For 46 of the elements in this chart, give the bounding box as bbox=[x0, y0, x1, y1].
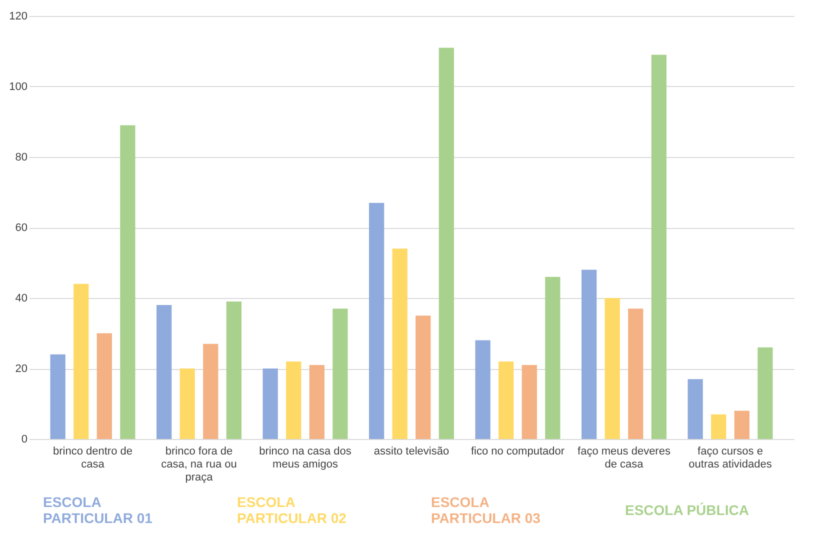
bar bbox=[498, 361, 514, 439]
bar bbox=[522, 364, 537, 439]
y-tick-label: 120 bbox=[9, 10, 28, 22]
bar bbox=[392, 248, 408, 439]
bar bbox=[545, 276, 560, 439]
bar bbox=[156, 305, 172, 439]
y-tick-label: 40 bbox=[15, 292, 28, 304]
bar bbox=[203, 344, 218, 439]
bar bbox=[758, 347, 773, 439]
bar bbox=[332, 308, 348, 439]
bar bbox=[120, 125, 136, 439]
bar bbox=[475, 340, 490, 439]
y-tick-label: 0 bbox=[21, 434, 28, 446]
bar bbox=[582, 270, 597, 439]
bar bbox=[688, 379, 703, 439]
y-tick-label: 80 bbox=[15, 152, 28, 164]
bar bbox=[369, 202, 384, 439]
x-tick-label: faço cursos e outras atividades bbox=[688, 446, 772, 470]
x-tick-label: fico no computador bbox=[470, 446, 565, 458]
x-tick-label: assito televisão bbox=[374, 446, 450, 458]
bar bbox=[262, 368, 278, 439]
bar bbox=[309, 364, 324, 439]
bar bbox=[711, 414, 726, 439]
x-tick-label: faço meus deveres de casa bbox=[578, 446, 671, 470]
bar bbox=[96, 333, 112, 439]
x-tick-label: brinco fora de casa, na rua ou praça bbox=[161, 446, 237, 484]
text: ESCOLA PÚBLICA bbox=[625, 502, 749, 518]
y-tick-label: 20 bbox=[15, 363, 28, 375]
bar bbox=[734, 410, 750, 439]
bar bbox=[226, 302, 242, 439]
bar bbox=[438, 48, 454, 439]
text: ESCOLA PARTICULAR 03 bbox=[431, 494, 541, 526]
y-tick-label: 100 bbox=[9, 81, 28, 93]
x-tick-label: brinco na casa dos meus amigos bbox=[259, 446, 352, 470]
text: ESCOLA PARTICULAR 01 bbox=[43, 494, 153, 526]
y-tick-label: 60 bbox=[15, 222, 28, 234]
bar bbox=[180, 368, 195, 439]
text: ESCOLA PARTICULAR 02 bbox=[237, 494, 347, 526]
bar bbox=[604, 298, 620, 439]
x-tick-label: brinco dentro de casa bbox=[53, 446, 132, 470]
bar bbox=[628, 308, 644, 439]
bar bbox=[74, 284, 89, 439]
bar bbox=[651, 54, 666, 439]
bar bbox=[286, 361, 302, 439]
bar bbox=[416, 316, 431, 439]
bar bbox=[50, 354, 66, 439]
